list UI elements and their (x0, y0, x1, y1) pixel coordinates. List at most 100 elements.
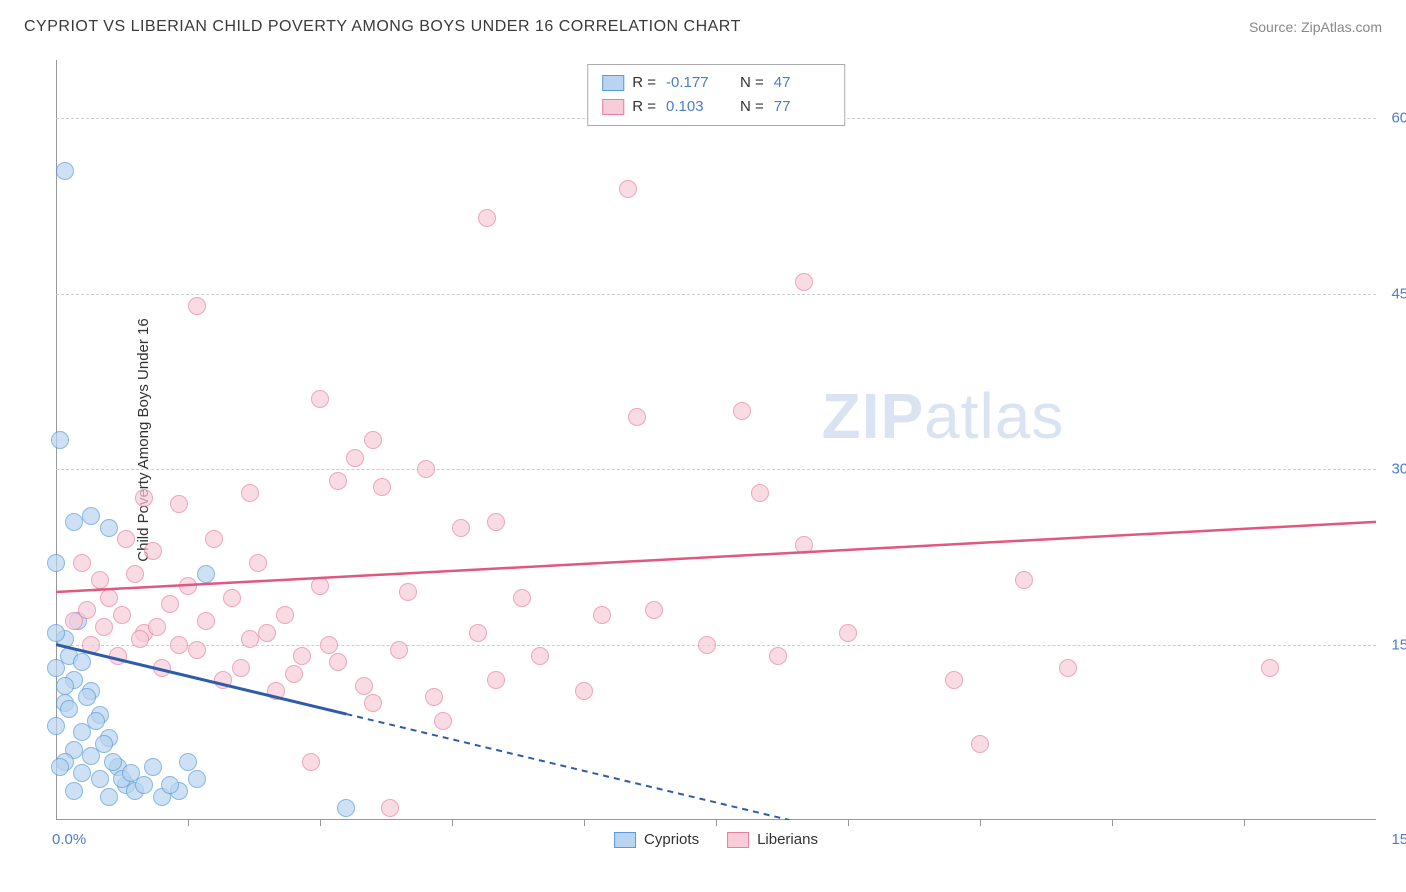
data-point (346, 449, 364, 467)
plot-rect (56, 60, 1376, 820)
source-label: Source: ZipAtlas.com (1249, 19, 1382, 35)
x-tick (1244, 820, 1245, 826)
y-tick-label: 30.0% (1391, 461, 1406, 478)
data-point (87, 712, 105, 730)
swatch-cypriots-icon (614, 832, 636, 848)
data-point (73, 764, 91, 782)
data-point (47, 554, 65, 572)
data-point (65, 782, 83, 800)
data-point (425, 688, 443, 706)
data-point (78, 601, 96, 619)
data-point (126, 565, 144, 583)
data-point (144, 542, 162, 560)
data-point (531, 647, 549, 665)
data-point (478, 209, 496, 227)
data-point (47, 624, 65, 642)
data-point (1261, 659, 1279, 677)
data-point (390, 641, 408, 659)
data-point (223, 589, 241, 607)
legend-row-liberians: R = 0.103 N = 77 (602, 95, 830, 119)
data-point (733, 402, 751, 420)
data-point (109, 647, 127, 665)
data-point (267, 682, 285, 700)
gridline (56, 469, 1376, 470)
data-point (452, 519, 470, 537)
series-legend: Cypriots Liberians (614, 831, 818, 848)
data-point (381, 799, 399, 817)
data-point (434, 712, 452, 730)
data-point (337, 799, 355, 817)
data-point (214, 671, 232, 689)
data-point (100, 589, 118, 607)
data-point (355, 677, 373, 695)
data-point (241, 630, 259, 648)
data-point (188, 641, 206, 659)
x-tick (188, 820, 189, 826)
data-point (205, 530, 223, 548)
chart-header: CYPRIOT VS LIBERIAN CHILD POVERTY AMONG … (0, 0, 1406, 44)
data-point (329, 653, 347, 671)
data-point (122, 764, 140, 782)
data-point (148, 618, 166, 636)
data-point (73, 554, 91, 572)
data-point (56, 162, 74, 180)
gridline (56, 294, 1376, 295)
data-point (113, 606, 131, 624)
data-point (839, 624, 857, 642)
x-tick (584, 820, 585, 826)
data-point (645, 601, 663, 619)
data-point (1059, 659, 1077, 677)
data-point (82, 507, 100, 525)
data-point (619, 180, 637, 198)
data-point (100, 788, 118, 806)
data-point (364, 694, 382, 712)
data-point (179, 753, 197, 771)
data-point (593, 606, 611, 624)
data-point (91, 571, 109, 589)
data-point (188, 297, 206, 315)
data-point (197, 565, 215, 583)
data-point (945, 671, 963, 689)
data-point (73, 653, 91, 671)
data-point (258, 624, 276, 642)
data-point (104, 753, 122, 771)
data-point (91, 770, 109, 788)
y-tick-label: 45.0% (1391, 285, 1406, 302)
data-point (161, 776, 179, 794)
chart-area: Child Poverty Among Boys Under 16 15.0%3… (56, 60, 1376, 820)
data-point (95, 735, 113, 753)
data-point (65, 513, 83, 531)
data-point (329, 472, 347, 490)
data-point (364, 431, 382, 449)
data-point (311, 390, 329, 408)
legend-item-cypriots: Cypriots (614, 831, 699, 848)
x-axis-max-label: 15.0% (1391, 831, 1406, 848)
data-point (373, 478, 391, 496)
data-point (795, 273, 813, 291)
data-point (170, 495, 188, 513)
data-point (144, 758, 162, 776)
y-axis-label: Child Poverty Among Boys Under 16 (135, 318, 152, 561)
data-point (487, 513, 505, 531)
data-point (232, 659, 250, 677)
data-point (47, 717, 65, 735)
data-point (78, 688, 96, 706)
swatch-liberians-icon (727, 832, 749, 848)
data-point (751, 484, 769, 502)
data-point (131, 630, 149, 648)
data-point (487, 671, 505, 689)
x-tick (1112, 820, 1113, 826)
data-point (161, 595, 179, 613)
data-point (241, 484, 259, 502)
legend-row-cypriots: R = -0.177 N = 47 (602, 71, 830, 95)
data-point (60, 700, 78, 718)
data-point (117, 530, 135, 548)
data-point (302, 753, 320, 771)
data-point (971, 735, 989, 753)
data-point (100, 519, 118, 537)
data-point (51, 758, 69, 776)
correlation-legend: R = -0.177 N = 47 R = 0.103 N = 77 (587, 64, 845, 126)
data-point (769, 647, 787, 665)
x-tick (452, 820, 453, 826)
chart-title: CYPRIOT VS LIBERIAN CHILD POVERTY AMONG … (24, 18, 741, 36)
